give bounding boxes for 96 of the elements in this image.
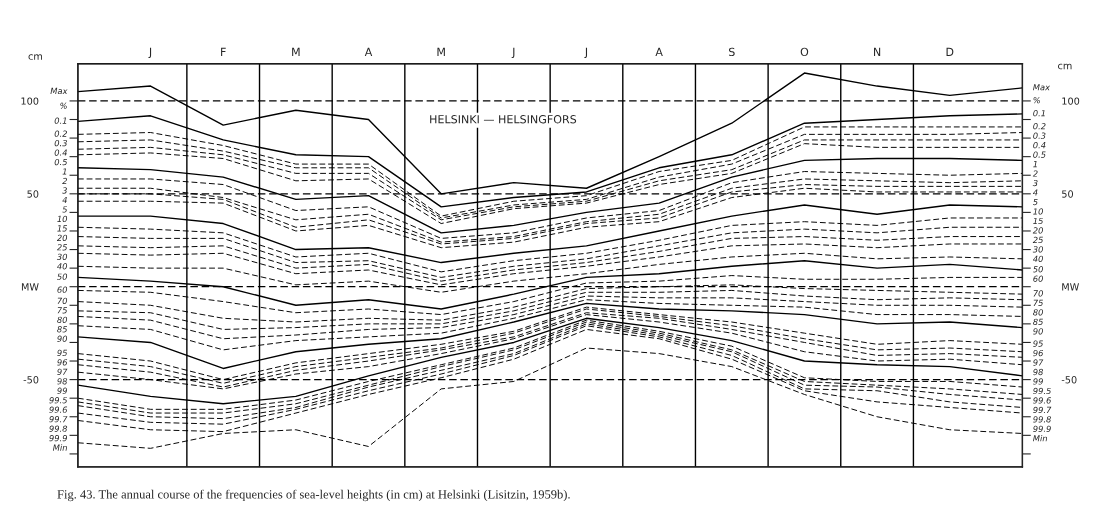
text: 20 — [56, 234, 68, 241]
text: 0.5 — [54, 158, 68, 166]
series-label: 98 — [1033, 368, 1044, 376]
series-label: 90 — [1033, 328, 1043, 335]
text: 99.8 — [49, 425, 68, 432]
series-label: 30 — [1032, 246, 1043, 253]
series-label: 3 — [1032, 179, 1038, 187]
text: 70 — [1033, 290, 1043, 297]
text: 99.9 — [49, 434, 67, 442]
text: 99.6 — [49, 406, 68, 413]
series-label: 40 — [1032, 255, 1043, 262]
series-label: 99 — [1033, 378, 1043, 385]
series-label: 85 — [57, 326, 68, 333]
text: 75 — [1033, 299, 1043, 307]
text: 0.4 — [1033, 142, 1046, 149]
series-label: 99.8 — [1033, 416, 1051, 423]
x-tick-label: A — [655, 47, 663, 56]
series-label: 50 — [1032, 266, 1043, 273]
series-label: 20 — [1032, 227, 1043, 234]
text: 60 — [1033, 275, 1043, 282]
text: % — [60, 102, 67, 109]
text: 90 — [57, 335, 68, 342]
y2-tick-label: 50 — [1062, 190, 1074, 198]
x-tick-label: N — [874, 47, 881, 56]
series-label: Max — [50, 87, 68, 95]
y2-tick-label: -50 — [1061, 376, 1077, 384]
caption: Fig. 43. The annual course of the frequencies of sea-level heights (in cm) at Helsinki (Lisitzin, 1959b). — [57, 489, 570, 502]
y2-tick-label: MW — [1062, 283, 1079, 291]
y-tick-label: 50 — [27, 190, 39, 198]
text: 97 — [57, 368, 68, 375]
text: 99 — [57, 387, 67, 394]
text: 96 — [1033, 349, 1044, 357]
y-tick-label: 100 — [21, 97, 39, 105]
text: Max — [1033, 84, 1051, 91]
text: 3 — [62, 187, 67, 194]
x-tick-label: M — [437, 47, 445, 56]
series-label: 99.7 — [1033, 406, 1052, 414]
series-label: 0.1 — [1033, 110, 1045, 117]
series-label: 0.3 — [1033, 132, 1046, 139]
x-tick-label: J — [148, 47, 152, 59]
text: 0.1 — [54, 117, 67, 124]
text: 0.2 — [54, 130, 67, 137]
series-label: 25 — [1032, 236, 1043, 244]
y-tick-label: -50 — [23, 376, 39, 384]
text: 98 — [57, 378, 68, 385]
text: 30 — [56, 253, 68, 260]
series-label: 4 — [1032, 189, 1038, 196]
x-tick-label: M — [292, 47, 300, 56]
series-label: 95 — [1033, 340, 1043, 347]
text: Min — [52, 444, 67, 451]
text: 2 — [62, 177, 67, 185]
text: 99.7 — [49, 416, 68, 423]
series-label: 1 — [1033, 161, 1037, 168]
series-label: 80 — [57, 316, 68, 323]
series-label: 99.5 — [1033, 387, 1051, 395]
series-label: 0.5 — [1033, 151, 1046, 158]
text: 25 — [56, 244, 68, 251]
text: 0.3 — [54, 139, 67, 147]
text: 4 — [62, 196, 67, 203]
text: 1 — [62, 168, 67, 175]
series-label: 97 — [1033, 359, 1044, 366]
series-label: 0.2 — [1033, 123, 1046, 130]
x-tick-label: A — [364, 47, 373, 56]
series-label: 70 — [57, 297, 68, 304]
series-label: 60 — [57, 286, 68, 293]
series-label: 15 — [1033, 217, 1043, 225]
text: 95 — [57, 349, 68, 357]
series-label: 75 — [57, 307, 68, 314]
legend-title: % — [1033, 97, 1040, 104]
series-label: 10 — [57, 215, 68, 223]
y-axis-title: cm — [28, 54, 42, 60]
text: 40 — [57, 263, 68, 270]
series-label: 0.4 — [54, 149, 67, 156]
text: 99.5 — [49, 397, 68, 404]
y-tick-label: MW — [21, 283, 39, 291]
series-label: 96 — [57, 359, 68, 366]
text: 50 — [57, 273, 68, 280]
text: 15 — [57, 225, 68, 232]
x-tick-label: F — [221, 47, 226, 56]
text: HELSINKI — HELSINGFORS — [430, 115, 577, 124]
series-label: Min — [1033, 435, 1048, 442]
x-tick-label: D — [946, 47, 954, 56]
series-label: 5 — [62, 206, 68, 213]
text: 10 — [1033, 208, 1043, 215]
x-tick-label: S — [728, 47, 735, 57]
series-label: 99.9 — [1033, 425, 1051, 432]
y2-tick-label: 100 — [1062, 97, 1080, 105]
series-label: 99.6 — [1033, 397, 1051, 404]
text: 85 — [1033, 318, 1043, 325]
series-label: 2 — [1032, 170, 1038, 177]
text: 5 — [1032, 198, 1038, 206]
x-tick-label: J — [584, 47, 588, 59]
text: 80 — [1033, 309, 1043, 316]
x-tick-label: J — [511, 47, 515, 59]
x-tick-label: O — [800, 47, 809, 57]
y2-axis-title: cm — [1058, 63, 1072, 70]
